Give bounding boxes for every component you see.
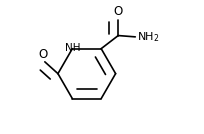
Text: NH$_2$: NH$_2$ bbox=[136, 30, 159, 44]
Text: O: O bbox=[38, 48, 47, 61]
Text: NH: NH bbox=[64, 43, 80, 53]
Text: O: O bbox=[113, 5, 122, 18]
